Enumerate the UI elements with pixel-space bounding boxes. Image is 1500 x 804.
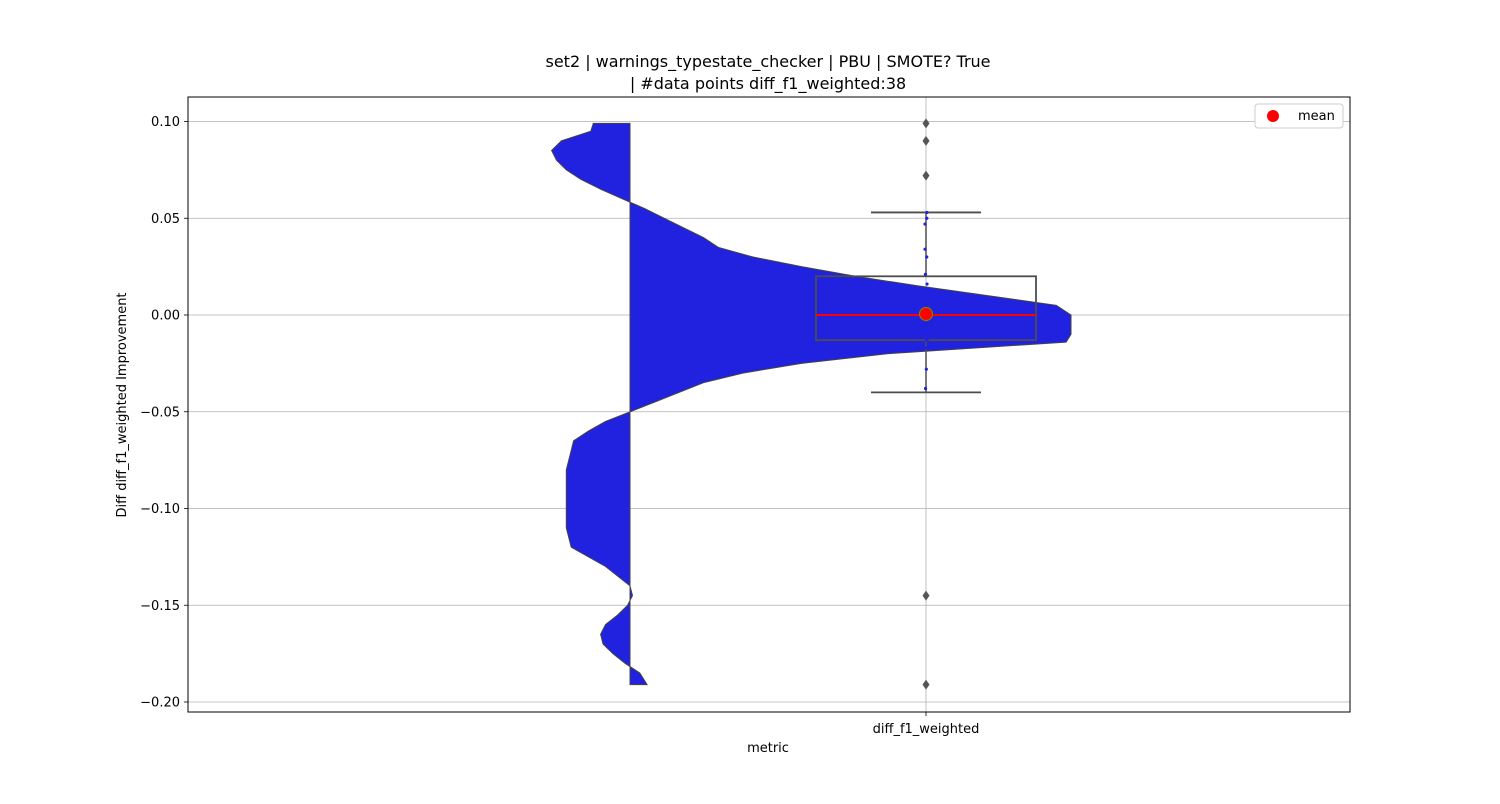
outlier-marker (923, 591, 930, 601)
mean-marker (920, 308, 933, 321)
violin-group (552, 123, 1071, 684)
data-point (925, 211, 928, 214)
data-point (925, 255, 928, 258)
axes-frame (188, 97, 1350, 712)
data-point (924, 387, 927, 390)
data-point (925, 282, 928, 285)
data-point (924, 304, 927, 307)
y-axis-label: Diff diff_f1_weighted Improvement (115, 292, 130, 517)
data-point (924, 273, 927, 276)
y-tick-label: −0.10 (140, 502, 180, 517)
data-point (924, 329, 927, 332)
legend-mean-marker (1267, 110, 1279, 122)
data-point (925, 339, 928, 342)
y-tick-label: −0.15 (140, 599, 180, 614)
outlier-marker (923, 136, 930, 146)
data-point (925, 217, 928, 220)
plot-area: 0.10 0.05 0.00 −0.05 −0.10 −0.15 −0.20 diff_f1_… (140, 97, 1350, 737)
legend-label: mean (1298, 109, 1335, 124)
y-tick-label: −0.05 (140, 405, 180, 420)
data-point (925, 288, 928, 291)
data-point (925, 323, 928, 326)
outlier-marker (923, 118, 930, 128)
data-point (924, 333, 927, 336)
outlier-marker (923, 680, 930, 690)
x-axis-label: metric (747, 741, 789, 756)
y-tick-label: 0.00 (151, 309, 180, 324)
y-tick-label: −0.20 (140, 696, 180, 711)
data-point (925, 368, 928, 371)
data-point (923, 296, 926, 299)
y-tick-label: 0.05 (151, 212, 180, 227)
data-point (925, 346, 928, 349)
outlier-marker (923, 171, 930, 181)
chart-title-line1: set2 | warnings_typestate_checker | PBU … (545, 52, 990, 72)
x-tick-label: diff_f1_weighted (873, 722, 980, 737)
data-point (923, 248, 926, 251)
y-tick-label: 0.10 (151, 115, 180, 130)
data-point (923, 222, 926, 225)
chart-title-line2: | #data points diff_f1_weighted:38 (630, 74, 906, 94)
violin-body (552, 123, 1071, 684)
